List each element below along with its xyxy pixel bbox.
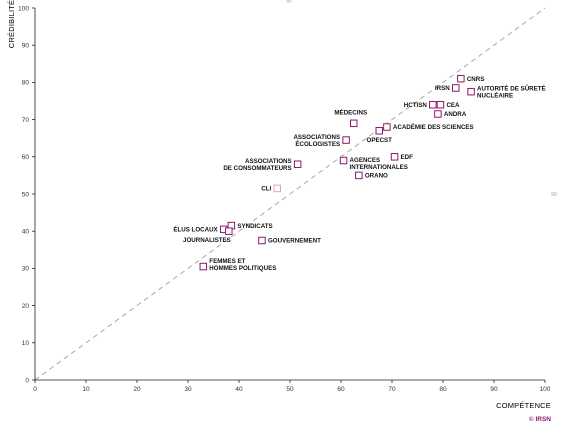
x-tick-label: 70	[388, 386, 396, 393]
y-tick-label: 80	[22, 80, 30, 87]
x-axis-title: COMPÉTENCE	[496, 401, 551, 410]
y-tick-label: 0	[25, 377, 29, 384]
data-point-label: NUCLÉAIRE	[477, 91, 513, 99]
data-point-label: IRSN	[435, 85, 450, 92]
data-point-label: ANDRA	[444, 111, 467, 118]
y-tick-label: 60	[22, 154, 30, 161]
data-point-label: HCTISN	[404, 102, 428, 109]
data-point-marker	[350, 119, 358, 128]
x-tick-label: 90	[490, 386, 498, 393]
data-point-label: ASSOCIATIONS	[245, 158, 292, 165]
data-point-marker	[452, 84, 460, 92]
data-point-label: EDF	[401, 154, 414, 161]
y-tick-label: 30	[22, 266, 30, 273]
data-point-marker	[390, 153, 399, 161]
reference-label-right: 50	[551, 192, 557, 198]
data-point-label: FEMMES ET	[209, 258, 245, 265]
data-point-label: INTERNATIONALES	[350, 164, 408, 171]
data-point-label: ÉLUS LOCAUX	[173, 226, 218, 234]
data-point-marker	[225, 227, 233, 235]
x-tick-label: 40	[235, 386, 243, 393]
y-tick-label: 10	[22, 340, 30, 347]
data-point-marker	[355, 171, 363, 180]
y-tick-label: 20	[22, 303, 30, 310]
data-point-label: ACADÉMIE DES SCIENCES	[393, 123, 474, 131]
data-point-marker	[199, 262, 208, 271]
y-tick-label: 50	[22, 191, 30, 198]
data-point-label: ÉCOLOGISTES	[295, 140, 340, 148]
y-tick-label: 100	[18, 5, 29, 12]
reference-diagonal-layer: 50 50	[34, 0, 557, 381]
data-point-marker	[467, 87, 475, 96]
data-point-marker	[293, 160, 302, 168]
axes-layer: 0 10 20 30 40 50 60 70 80 90 100 0 10 20 30 40 50 60 70 80 9…	[18, 5, 551, 393]
data-point-marker	[273, 184, 281, 193]
x-tick-label: 30	[184, 386, 192, 393]
data-point-label: HOMMES POLITIQUES	[209, 265, 276, 272]
data-point-marker	[258, 236, 266, 245]
data-point-label: AUTORITÉ DE SÛRETÉ	[477, 84, 546, 92]
y-tick-label: 90	[22, 43, 30, 50]
copyright-credit: © IRSN	[529, 415, 551, 423]
y-axis-title: CRÉDIBILITÉ	[7, 0, 16, 48]
data-points-layer	[199, 74, 475, 271]
data-point-label: MÉDECINS	[334, 108, 367, 116]
data-point-marker	[457, 74, 465, 83]
data-point-label: AGENCES	[350, 157, 381, 164]
data-point-label: JOURNALISTES	[183, 237, 231, 244]
y-tick-label: 40	[22, 229, 30, 236]
y-tick-label: 70	[22, 117, 30, 124]
x-tick-label: 10	[82, 386, 90, 393]
data-point-marker	[339, 156, 348, 165]
data-point-marker	[434, 110, 442, 118]
data-point-label: ORANO	[365, 173, 388, 180]
data-point-marker	[342, 136, 350, 144]
x-tick-label: 80	[439, 386, 447, 393]
x-tick-label: 20	[133, 386, 141, 393]
data-point-marker	[383, 123, 391, 131]
data-point-label: CLI	[261, 186, 271, 193]
data-point-label: DE CONSOMMATEURS	[223, 165, 291, 172]
data-point-label: ASSOCIATIONS	[293, 134, 340, 141]
x-tick-label: 0	[33, 386, 37, 393]
x-tick-label: 50	[286, 386, 294, 393]
data-point-label: OPECST	[367, 137, 393, 144]
data-point-marker	[429, 100, 437, 109]
data-point-marker	[436, 100, 445, 109]
x-tick-label: 60	[337, 386, 345, 393]
data-point-label: GOUVERNEMENT	[268, 238, 321, 245]
reference-diagonal-line	[34, 7, 546, 381]
data-point-marker	[375, 127, 383, 135]
reference-label-top: 50	[286, 0, 292, 5]
x-tick-label: 100	[540, 386, 551, 393]
data-point-label: SYNDICATS	[237, 223, 272, 230]
data-point-label: CEA	[446, 102, 460, 109]
data-point-label: CNRS	[467, 76, 485, 83]
